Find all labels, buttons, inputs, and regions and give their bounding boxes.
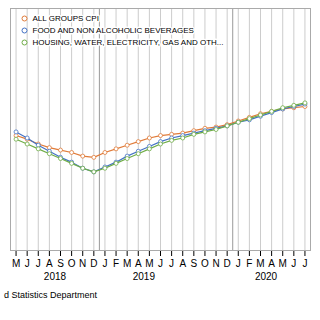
svg-text:HOUSING, WATER, ELECTRICITY, G: HOUSING, WATER, ELECTRICITY, GAS AND OTH…	[33, 38, 224, 47]
svg-text:F: F	[246, 258, 252, 269]
svg-text:D: D	[90, 258, 97, 269]
svg-text:J: J	[169, 258, 174, 269]
svg-text:J: J	[291, 258, 296, 269]
svg-text:N: N	[212, 258, 219, 269]
svg-text:ALL GROUPS CPI: ALL GROUPS CPI	[33, 14, 99, 23]
svg-text:A: A	[179, 258, 186, 269]
svg-text:J: J	[25, 258, 30, 269]
svg-text:J: J	[236, 258, 241, 269]
svg-text:J: J	[302, 258, 307, 269]
svg-text:S: S	[57, 258, 64, 269]
svg-text:2018: 2018	[44, 271, 67, 282]
svg-text:M: M	[145, 258, 153, 269]
svg-text:J: J	[36, 258, 41, 269]
svg-text:A: A	[46, 258, 53, 269]
html-text:d Statistics Department: d Statistics Department	[4, 290, 97, 300]
svg-text:F: F	[113, 258, 119, 269]
svg-text:J: J	[158, 258, 163, 269]
svg-text:A: A	[268, 258, 275, 269]
svg-text:2020: 2020	[255, 271, 278, 282]
svg-text:N: N	[79, 258, 86, 269]
svg-text:O: O	[68, 258, 76, 269]
svg-text:M: M	[256, 258, 264, 269]
svg-text:D: D	[224, 258, 231, 269]
svg-text:FOOD AND NON ALCOHOLIC BEVERAG: FOOD AND NON ALCOHOLIC BEVERAGES	[33, 26, 194, 35]
svg-text:M: M	[12, 258, 20, 269]
svg-text:J: J	[102, 258, 107, 269]
svg-text:A: A	[135, 258, 142, 269]
svg-text:S: S	[190, 258, 197, 269]
svg-text:2019: 2019	[133, 271, 156, 282]
svg-text:O: O	[201, 258, 209, 269]
svg-text:M: M	[279, 258, 287, 269]
svg-text:M: M	[123, 258, 131, 269]
